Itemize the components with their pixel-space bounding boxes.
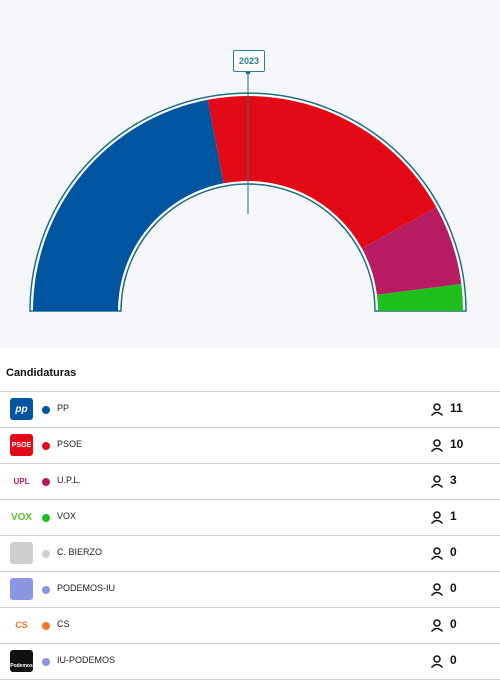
party-row[interactable]: PSOE PSOE 10 [0, 427, 500, 463]
seat-segment-psoe[interactable] [207, 95, 437, 249]
seat-count: 10 [450, 437, 464, 451]
user-icon [430, 403, 444, 416]
party-color-dot [42, 478, 50, 486]
party-color-dot [42, 406, 50, 414]
seat-count: 0 [450, 545, 457, 559]
party-row[interactable]: C. BIERZO 0 [0, 535, 500, 571]
pp-logo: pp [10, 398, 33, 420]
party-row[interactable]: PODEMOS-IU 0 [0, 571, 500, 607]
podemos-iu-logo [10, 578, 33, 600]
party-name: IU-PODEMOS [57, 655, 116, 665]
party-row[interactable]: UPL U.P.L. 3 [0, 463, 500, 499]
seat-count: 11 [450, 401, 463, 415]
seat-segment-pp[interactable] [33, 99, 224, 311]
seat-count: 0 [450, 581, 457, 595]
seat-count: 0 [450, 617, 457, 631]
user-icon [430, 475, 444, 488]
user-icon [430, 655, 444, 668]
user-icon [430, 619, 444, 632]
party-row[interactable]: Podemos IU-PODEMOS 0 [0, 643, 500, 680]
party-color-dot [42, 658, 50, 666]
upl-logo: UPL [10, 470, 33, 492]
party-color-dot [42, 622, 50, 630]
seat-segment-vox[interactable] [376, 284, 463, 311]
seat-count: 1 [450, 509, 457, 523]
party-row[interactable]: VOX VOX 1 [0, 499, 500, 535]
party-row[interactable]: pp PP 11 [0, 391, 500, 427]
seat-count: 0 [450, 653, 457, 667]
party-name: PODEMOS-IU [57, 583, 116, 593]
c-bierzo-logo [10, 542, 33, 564]
party-row[interactable]: CS CS 0 [0, 607, 500, 643]
vox-logo: VOX [10, 506, 33, 528]
user-icon [430, 547, 444, 560]
hemicycle-chart [29, 69, 467, 312]
party-color-dot [42, 586, 50, 594]
candidates-table: pp PP 11 PSOE PSOE 10 UPL U.P.L. 3 VOX V… [0, 391, 500, 680]
party-name: VOX [57, 511, 77, 521]
user-icon [430, 511, 444, 524]
party-name: C. BIERZO [57, 547, 103, 557]
chart-area: 2023 [29, 50, 467, 312]
seat-segment-u-p-l[interactable] [361, 207, 462, 295]
party-name: PSOE [57, 439, 83, 449]
party-color-dot [42, 442, 50, 450]
party-color-dot [42, 514, 50, 522]
candidaturas-title: Candidaturas [6, 367, 77, 379]
cs-logo: CS [10, 614, 33, 636]
iu-podemos-logo: Podemos [10, 650, 33, 672]
party-name: U.P.L. [57, 475, 81, 485]
party-color-dot [42, 550, 50, 558]
user-icon [430, 439, 444, 452]
year-badge[interactable]: 2023 [233, 50, 265, 72]
seat-count: 3 [450, 473, 457, 487]
party-name: PP [57, 403, 70, 413]
user-icon [430, 583, 444, 596]
psoe-logo: PSOE [10, 434, 33, 456]
party-name: CS [57, 619, 70, 629]
